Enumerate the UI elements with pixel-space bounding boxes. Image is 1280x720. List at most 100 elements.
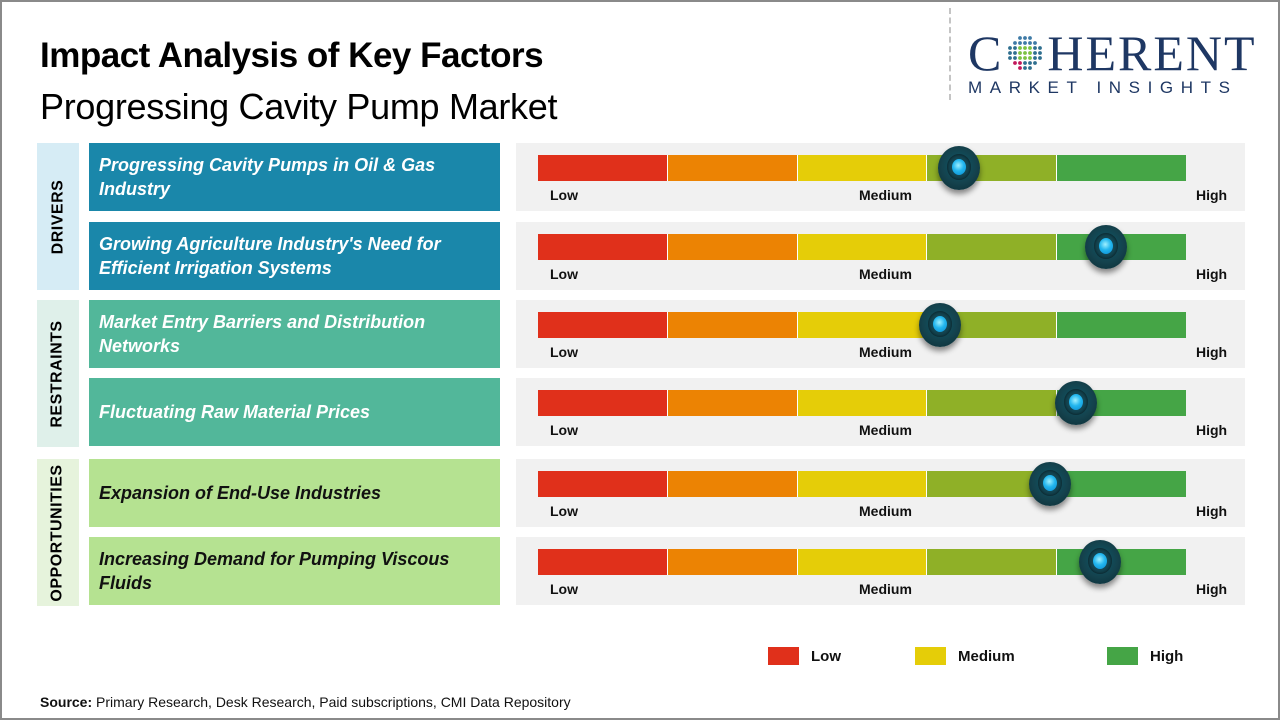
page-subtitle: Progressing Cavity Pump Market [40,86,558,127]
impact-indicator-knob [1054,381,1097,425]
legend-item-low: Low [768,647,841,665]
scale-segment-1 [538,234,668,260]
impact-meter: Low Medium High [516,143,1245,211]
scale-segment-2 [667,234,798,260]
legend-label: Low [811,647,841,665]
scale-label-high: High [1196,503,1228,519]
scale-segment-2 [667,312,798,338]
globe-dot [1023,66,1028,70]
scale-label-med: Medium [859,187,912,203]
impact-meter: Low Medium High [516,300,1245,368]
source-label: Source: [40,694,93,710]
globe-dot [1013,56,1018,60]
globe-dot [1028,36,1033,40]
scale-segment-3 [797,390,928,416]
globe-dot [1018,61,1023,65]
globe-dot [1033,41,1038,45]
scale-segment-1 [538,312,668,338]
logo-wordmark: C HERENT [968,28,1268,78]
factor-label: Growing Agriculture Industry's Need for … [89,222,500,290]
impact-meter: Low Medium High [516,378,1245,446]
scale-label-med: Medium [859,422,912,438]
globe-dot [1023,51,1028,55]
legend-label: Medium [958,647,1015,665]
legend-swatch [1107,647,1138,665]
scale-segment-1 [538,390,668,416]
impact-scale-bar [538,471,1186,497]
globe-dot [1023,46,1028,50]
globe-dot [1028,41,1033,45]
globe-dot [1033,61,1038,65]
globe-dot [1038,46,1043,50]
impact-meter: Low Medium High [516,537,1245,605]
scale-segment-3 [797,471,928,497]
legend-item-medium: Medium [915,647,1015,665]
globe-dot [1018,36,1023,40]
impact-indicator-knob [938,146,981,190]
scale-label-low: Low [550,344,578,360]
category-text: RESTRAINTS [49,319,67,428]
globe-dot [1013,61,1018,65]
impact-meter: Low Medium High [516,222,1245,290]
logo-tagline: MARKET INSIGHTS [968,78,1238,97]
scale-label-high: High [1196,581,1228,597]
legend-swatch [915,647,946,665]
scale-label-low: Low [550,422,578,438]
impact-indicator-knob [1085,225,1128,269]
category-text: OPPORTUNITIES [49,463,66,602]
impact-indicator-knob [1078,540,1121,584]
source-note: Source: Primary Research, Desk Research,… [40,694,571,710]
scale-label-low: Low [550,581,578,597]
category-label-opportunities: OPPORTUNITIES [37,459,79,606]
scale-segment-1 [538,549,668,575]
globe-dots-icon [1008,36,1043,70]
scale-segment-1 [538,471,668,497]
impact-scale-bar [538,155,1186,181]
logo-letter-c: C [968,25,1004,81]
globe-dot [1023,41,1028,45]
globe-dot [1033,51,1038,55]
impact-meter: Low Medium High [516,459,1245,527]
impact-scale-bar [538,312,1186,338]
scale-label-med: Medium [859,581,912,597]
legend-swatch [768,647,799,665]
scale-segment-1 [538,155,668,181]
scale-label-high: High [1196,422,1228,438]
category-label-drivers: DRIVERS [37,143,79,290]
scale-segment-5 [1057,312,1186,338]
scale-label-med: Medium [859,344,912,360]
scale-segment-4 [927,234,1058,260]
globe-dot [1023,61,1028,65]
factor-label: Expansion of End-Use Industries [89,459,500,527]
logo-divider [949,8,951,100]
scale-segment-5 [1057,155,1186,181]
globe-dot [1028,46,1033,50]
factor-label: Progressing Cavity Pumps in Oil & Gas In… [89,143,500,211]
globe-dot [1028,51,1033,55]
scale-segment-3 [797,155,928,181]
category-text: DRIVERS [49,179,66,254]
globe-dot [1038,56,1043,60]
globe-dot [1028,66,1033,70]
scale-label-low: Low [550,503,578,519]
globe-dot [1038,51,1043,55]
globe-dot [1008,46,1013,50]
scale-segment-5 [1057,549,1186,575]
globe-dot [1023,56,1028,60]
logo-letters: HERENT [1047,25,1257,81]
impact-scale-bar [538,234,1186,260]
scale-segment-3 [797,549,928,575]
scale-segment-4 [927,549,1058,575]
globe-dot [1018,66,1023,70]
scale-label-med: Medium [859,503,912,519]
legend-item-high: High [1107,647,1183,665]
scale-label-low: Low [550,266,578,282]
scale-segment-3 [797,312,928,338]
page-title: Impact Analysis of Key Factors [40,36,544,75]
globe-dot [1028,61,1033,65]
scale-segment-2 [667,549,798,575]
globe-dot [1033,56,1038,60]
globe-dot [1018,41,1023,45]
scale-label-high: High [1196,187,1228,203]
